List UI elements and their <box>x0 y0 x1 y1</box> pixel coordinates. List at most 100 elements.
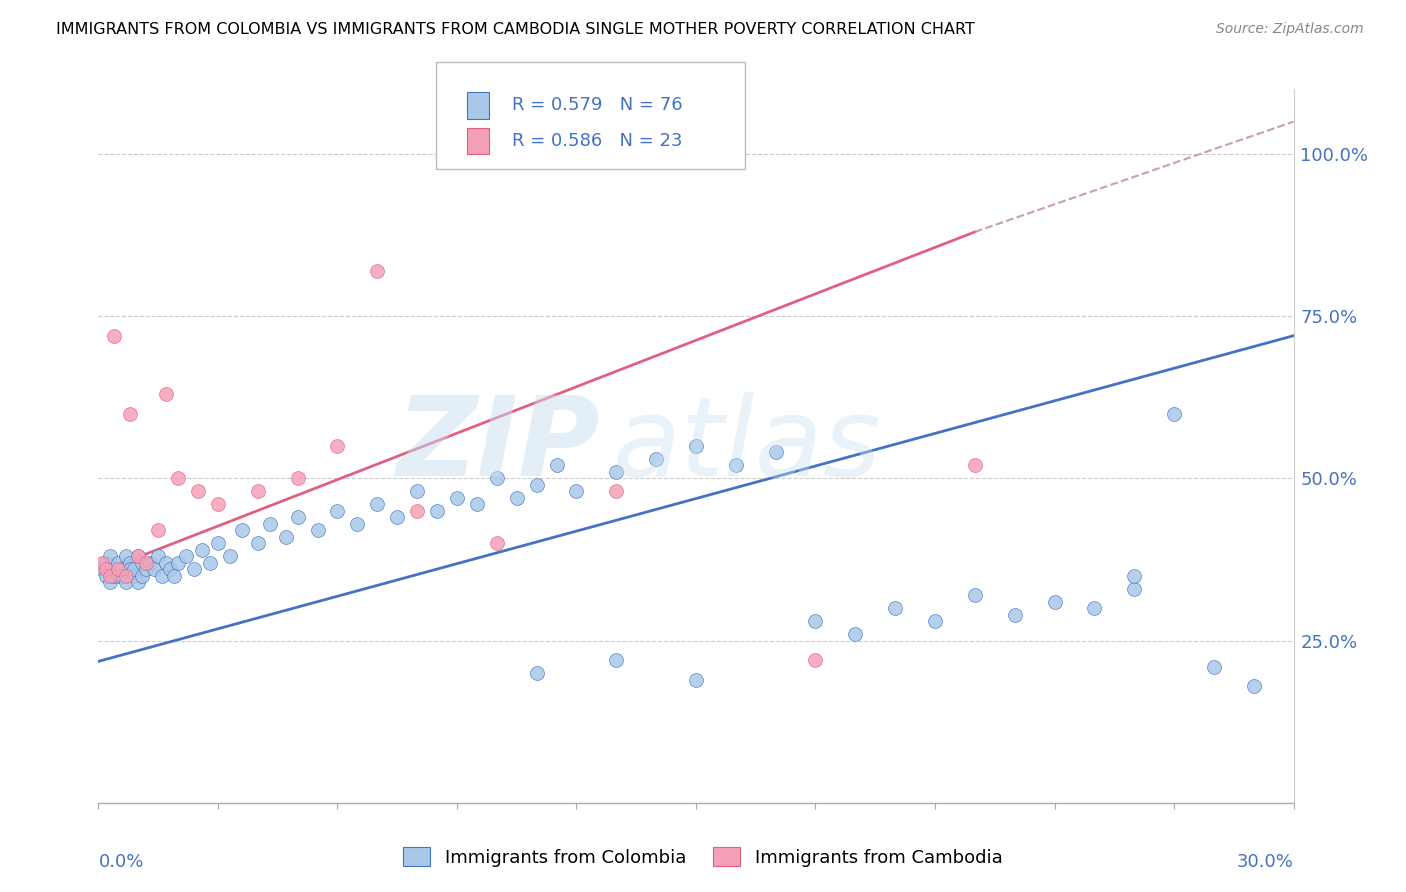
Point <box>1163 407 1185 421</box>
Point <box>98 549 122 564</box>
Point <box>231 524 253 538</box>
Point <box>685 439 707 453</box>
Text: R = 0.579   N = 76: R = 0.579 N = 76 <box>512 96 682 114</box>
Point <box>127 575 149 590</box>
Text: ZIP: ZIP <box>396 392 600 500</box>
Point <box>1123 568 1146 582</box>
Point <box>804 653 827 667</box>
Point <box>724 458 747 473</box>
Point <box>107 562 129 576</box>
Point <box>115 568 138 582</box>
Point <box>963 588 986 602</box>
Point <box>287 510 309 524</box>
Point <box>506 491 529 505</box>
Point <box>107 568 129 582</box>
Point <box>326 439 349 453</box>
Point <box>120 562 142 576</box>
Legend: Immigrants from Colombia, Immigrants from Cambodia: Immigrants from Colombia, Immigrants fro… <box>396 840 1010 874</box>
Point <box>765 445 787 459</box>
Point <box>406 504 429 518</box>
Point <box>219 549 242 564</box>
Point <box>103 568 125 582</box>
Point <box>246 536 269 550</box>
Point <box>103 328 125 343</box>
Point <box>174 549 197 564</box>
Point <box>96 562 118 576</box>
Point <box>155 556 177 570</box>
Point <box>884 601 907 615</box>
Point <box>274 530 297 544</box>
Point <box>98 575 122 590</box>
Point <box>96 568 118 582</box>
Point <box>924 614 946 628</box>
Point <box>1123 582 1146 596</box>
Point <box>645 452 668 467</box>
Point <box>155 387 177 401</box>
Point <box>163 568 186 582</box>
Point <box>546 458 568 473</box>
Point <box>103 562 125 576</box>
Point <box>465 497 488 511</box>
Point <box>98 568 122 582</box>
Point <box>198 556 221 570</box>
Point <box>124 568 146 582</box>
Point <box>346 516 368 531</box>
Point <box>127 549 149 564</box>
Point <box>287 471 309 485</box>
Text: 0.0%: 0.0% <box>98 853 143 871</box>
Point <box>259 516 281 531</box>
Point <box>307 524 329 538</box>
Point <box>115 575 138 590</box>
Point <box>120 556 142 570</box>
Point <box>406 484 429 499</box>
Text: IMMIGRANTS FROM COLOMBIA VS IMMIGRANTS FROM CAMBODIA SINGLE MOTHER POVERTY CORRE: IMMIGRANTS FROM COLOMBIA VS IMMIGRANTS F… <box>56 22 976 37</box>
Point <box>187 484 209 499</box>
Point <box>685 673 707 687</box>
Point <box>963 458 986 473</box>
Point <box>605 484 627 499</box>
Point <box>565 484 588 499</box>
Point <box>91 556 114 570</box>
Point <box>135 556 157 570</box>
Point <box>143 562 166 576</box>
Point <box>131 556 153 570</box>
Point <box>124 562 146 576</box>
Point <box>526 666 548 681</box>
Text: atlas: atlas <box>613 392 882 500</box>
Point <box>207 497 229 511</box>
Point <box>91 562 114 576</box>
Point <box>385 510 409 524</box>
Point <box>139 556 162 570</box>
Point <box>605 653 627 667</box>
Text: Source: ZipAtlas.com: Source: ZipAtlas.com <box>1216 22 1364 37</box>
Text: 30.0%: 30.0% <box>1237 853 1294 871</box>
Point <box>111 568 134 582</box>
Point <box>150 568 173 582</box>
Point <box>426 504 449 518</box>
Point <box>485 536 508 550</box>
Point <box>115 549 138 564</box>
Point <box>1043 595 1066 609</box>
Point <box>135 562 157 576</box>
Point <box>1083 601 1105 615</box>
Point <box>120 407 142 421</box>
Point <box>326 504 349 518</box>
Point <box>131 568 153 582</box>
Point <box>366 497 388 511</box>
Point <box>167 471 190 485</box>
Point <box>605 465 627 479</box>
Point <box>1202 659 1225 673</box>
Point <box>844 627 866 641</box>
Point <box>159 562 181 576</box>
Point <box>127 549 149 564</box>
Point <box>183 562 205 576</box>
Point <box>366 264 388 278</box>
Text: R = 0.586   N = 23: R = 0.586 N = 23 <box>512 132 682 150</box>
Point <box>111 562 134 576</box>
Point <box>485 471 508 485</box>
Point <box>1004 607 1026 622</box>
Point <box>148 549 170 564</box>
Point <box>207 536 229 550</box>
Point <box>148 524 170 538</box>
Point <box>107 556 129 570</box>
